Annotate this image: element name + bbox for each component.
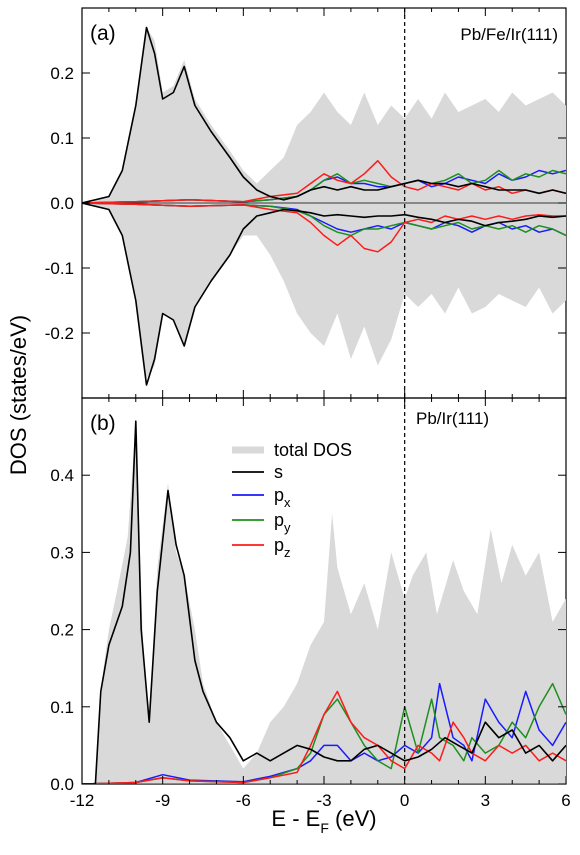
panel-a-s-down-line [82, 202, 566, 386]
x-tick-label: 0 [400, 791, 409, 810]
x-tick-label: 6 [561, 791, 570, 810]
panel-a-pz-up-line [82, 159, 566, 204]
panel-b-s-line [82, 420, 566, 784]
panel-b-pz-line [82, 690, 566, 784]
legend-label-s: s [274, 462, 283, 482]
x-tick-label: -6 [236, 791, 251, 810]
panel-b-y-tick-label: 0.4 [50, 466, 74, 485]
panel-b-total-dos-area [82, 421, 566, 784]
panel-a-pz-down-line [82, 202, 566, 253]
panel-a-y-tick-label: -0.2 [45, 324, 74, 343]
legend-label-py: py [274, 510, 291, 535]
panel-b-y-tick-label: 0.3 [50, 543, 74, 562]
panel-b-y-axis: 0.4 0.3 0.2 0.1 0.0 [50, 466, 566, 794]
panel-a-label: (a) [90, 22, 116, 45]
panel-a: 0.2 0.1 0.0 -0.1 -0.2 (a) Pb/Fe/Ir(111) [45, 7, 567, 399]
panel-a-y-tick-label: 0.0 [50, 194, 74, 213]
legend-label-px: px [274, 485, 291, 510]
panel-a-plot-area [82, 8, 566, 398]
panel-a-total-dos-down-area [82, 203, 566, 379]
panel-a-system-label: Pb/Fe/Ir(111) [460, 25, 558, 44]
panel-a-y-tick-label: 0.1 [50, 129, 74, 148]
panel-a-y-tick-label: 0.2 [50, 64, 74, 83]
panel-b-system-label: Pb/Ir(111) [416, 409, 489, 428]
x-tick-label: -3 [316, 791, 331, 810]
panel-b-y-tick-label: 0.0 [50, 775, 74, 794]
panel-a-total-dos-up-area [82, 27, 566, 203]
panel-b-x-axis: -12 -9 -6 -3 0 3 6 [70, 398, 571, 810]
panel-b-label: (b) [90, 412, 116, 435]
legend-label-total: total DOS [274, 440, 352, 460]
panel-a-y-tick-label: -0.1 [45, 259, 74, 278]
x-axis-label: E - EF (eV) [271, 806, 376, 836]
x-tick-label: -9 [155, 791, 170, 810]
panel-b-px-line [82, 682, 566, 784]
panel-b: 0.4 0.3 0.2 0.1 0.0 -12 -9 -6 -3 0 3 6 (b) Pb/Ir(1… [50, 397, 571, 810]
legend-label-pz: pz [274, 535, 291, 560]
panel-a-py-down-line [82, 202, 566, 237]
panel-b-y-tick-label: 0.1 [50, 698, 74, 717]
panel-a-s-up-line [82, 26, 566, 204]
panel-a-x-axis [81, 8, 567, 398]
panel-a-y-axis: 0.2 0.1 0.0 -0.1 -0.2 [45, 64, 566, 343]
panel-b-plot-area [82, 398, 566, 784]
y-axis-label: DOS (states/eV) [6, 315, 31, 475]
x-tick-label: -12 [70, 791, 95, 810]
x-tick-label: 3 [481, 791, 490, 810]
panel-b-y-tick-label: 0.2 [50, 621, 74, 640]
